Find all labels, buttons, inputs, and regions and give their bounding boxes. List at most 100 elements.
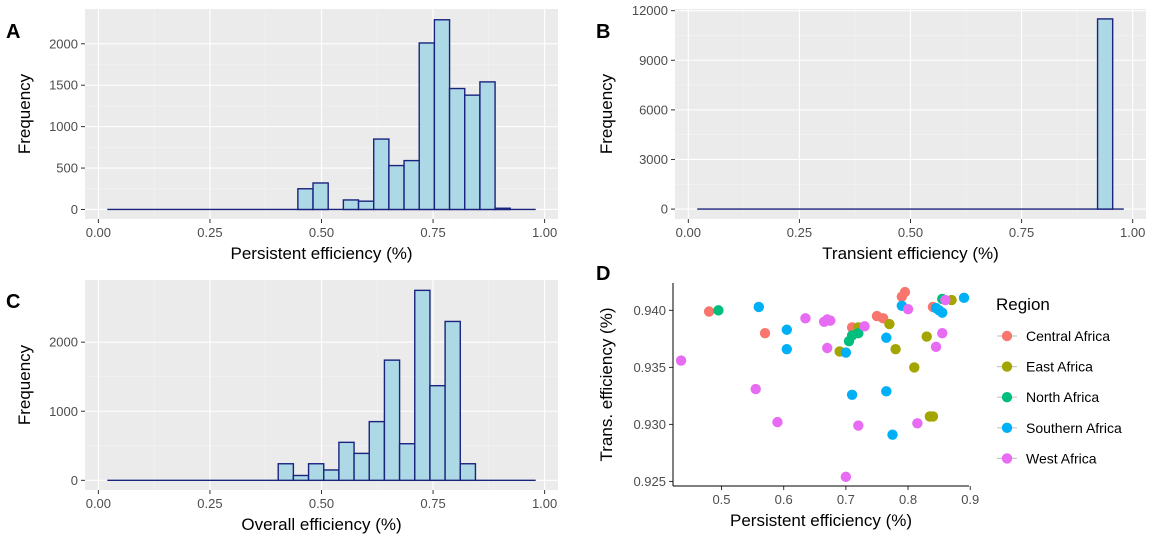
panel-c: 0.00 0.25 0.50 0.75 1.00 0 1000 2000 Overall eff… bbox=[6, 280, 558, 534]
legend-label: West Africa bbox=[1026, 450, 1097, 466]
histogram-bar bbox=[448, 87, 466, 211]
legend-title: Region bbox=[996, 295, 1050, 314]
scatter-point bbox=[853, 327, 864, 339]
scatter-point bbox=[881, 386, 892, 397]
histogram-bar bbox=[323, 469, 340, 482]
legend: Region Central Africa East Africa North Afr… bbox=[996, 295, 1122, 466]
histogram-bar bbox=[357, 200, 375, 211]
histogram-bar bbox=[307, 463, 325, 482]
legend-key-dot bbox=[1001, 453, 1013, 464]
x-tick-label: 1.00 bbox=[532, 225, 557, 240]
x-tick-label: 0.50 bbox=[309, 496, 334, 511]
legend-item: West Africa bbox=[997, 450, 1097, 466]
histogram-bar bbox=[464, 94, 481, 211]
histogram-bar bbox=[403, 159, 420, 211]
histogram-bar bbox=[398, 443, 416, 482]
x-axis-title: Overall efficiency (%) bbox=[241, 515, 401, 534]
scatter-point bbox=[675, 355, 687, 366]
legend-item: East Africa bbox=[997, 359, 1093, 375]
legend-key-dot bbox=[1001, 422, 1013, 433]
scatter-point bbox=[902, 304, 914, 315]
histogram-bar bbox=[388, 164, 405, 211]
y-tick-label: 0 bbox=[661, 202, 668, 217]
y-tick-label: 2000 bbox=[49, 335, 78, 350]
x-tick-label: 0.50 bbox=[898, 225, 923, 240]
y-tick-label: 0 bbox=[71, 202, 78, 217]
histogram-bar bbox=[353, 452, 370, 482]
y-tick-label: 12000 bbox=[632, 3, 668, 18]
y-tick-label: 3000 bbox=[639, 152, 668, 167]
scatter-point bbox=[759, 327, 771, 339]
panel-d: 0.5 0.6 0.7 0.8 0.9 0.925 0.930 0.935 0.940 Persi… bbox=[596, 263, 979, 530]
scatter-point bbox=[896, 291, 908, 302]
panel-a: 0.00 0.25 0.50 0.75 1.00 0 500 1000 1500 2000 Pers… bbox=[6, 9, 558, 263]
scatter-point bbox=[909, 362, 920, 373]
legend-label: Southern Africa bbox=[1026, 420, 1122, 436]
histogram-bar bbox=[429, 384, 446, 482]
legend-label: East Africa bbox=[1026, 359, 1093, 375]
scatter-point bbox=[840, 471, 852, 483]
scatter-point bbox=[781, 343, 792, 355]
x-tick-label: 0.6 bbox=[775, 492, 793, 507]
histogram-bar bbox=[459, 463, 477, 482]
panel-b: 0.00 0.25 0.50 0.75 1.00 0 3000 6000 9000 12000 Tr… bbox=[596, 3, 1146, 263]
scatter-point bbox=[750, 383, 761, 395]
scatter-point bbox=[772, 416, 783, 428]
panel-label: B bbox=[596, 21, 610, 43]
scatter-point bbox=[881, 332, 892, 343]
x-tick-label: 1.00 bbox=[532, 496, 557, 511]
x-axis-title: Persistent efficiency (%) bbox=[230, 244, 412, 263]
y-tick-label: 0.940 bbox=[633, 303, 666, 318]
y-axis-title: Trans. efficiency (%) bbox=[597, 308, 616, 462]
scatter-point bbox=[887, 429, 898, 440]
y-axis-title: Frequency bbox=[15, 344, 34, 425]
y-tick-label: 6000 bbox=[639, 102, 668, 117]
y-tick-label: 9000 bbox=[639, 53, 668, 68]
scatter-point bbox=[940, 294, 951, 306]
x-axis-title: Transient efficiency (%) bbox=[822, 244, 999, 263]
scatter-point bbox=[859, 321, 870, 332]
scatter-point bbox=[781, 324, 792, 335]
y-tick-label: 0.925 bbox=[633, 474, 666, 489]
panel-label: C bbox=[6, 291, 20, 313]
histogram-bar bbox=[292, 474, 310, 482]
x-tick-label: 0.25 bbox=[197, 496, 222, 511]
y-tick-label: 0 bbox=[71, 473, 78, 488]
histogram-bar bbox=[418, 42, 436, 211]
x-tick-label: 0.50 bbox=[309, 225, 334, 240]
scatter-point bbox=[890, 343, 901, 355]
y-tick-label: 1500 bbox=[49, 78, 78, 93]
y-axis-title: Frequency bbox=[597, 73, 616, 154]
x-axis-title: Persistent efficiency (%) bbox=[730, 511, 912, 530]
panel-label: D bbox=[596, 263, 610, 285]
scatter-point bbox=[937, 327, 948, 339]
histogram-bar bbox=[342, 199, 360, 211]
scatter-point bbox=[822, 342, 833, 354]
y-tick-label: 500 bbox=[56, 161, 78, 176]
histogram-bar bbox=[433, 19, 451, 211]
legend-key-dot bbox=[1001, 361, 1013, 372]
legend-item: North Africa bbox=[997, 389, 1099, 405]
histogram-bar bbox=[414, 289, 431, 482]
x-tick-label: 0.25 bbox=[787, 225, 812, 240]
y-tick-label: 0.930 bbox=[633, 417, 666, 432]
x-tick-label: 0.00 bbox=[676, 225, 701, 240]
histogram-bar bbox=[1096, 18, 1114, 210]
legend-key-dot bbox=[1001, 392, 1013, 403]
scatter-point bbox=[927, 411, 939, 422]
histogram-bar bbox=[494, 207, 511, 211]
x-tick-label: 0.00 bbox=[86, 496, 111, 511]
y-axis-title: Frequency bbox=[15, 73, 34, 154]
y-tick-label: 2000 bbox=[49, 36, 78, 51]
legend-key-dot bbox=[1001, 330, 1013, 342]
x-tick-label: 0.75 bbox=[420, 496, 445, 511]
scatter-point bbox=[840, 347, 852, 358]
histogram-bar bbox=[277, 463, 295, 482]
y-tick-label: 1000 bbox=[49, 404, 78, 419]
histogram-bar bbox=[479, 81, 496, 211]
scatter-point bbox=[884, 318, 895, 330]
x-tick-label: 0.75 bbox=[1009, 225, 1034, 240]
histogram-bar bbox=[368, 420, 386, 482]
histogram-bar bbox=[297, 188, 314, 211]
histogram-bar bbox=[373, 138, 390, 211]
